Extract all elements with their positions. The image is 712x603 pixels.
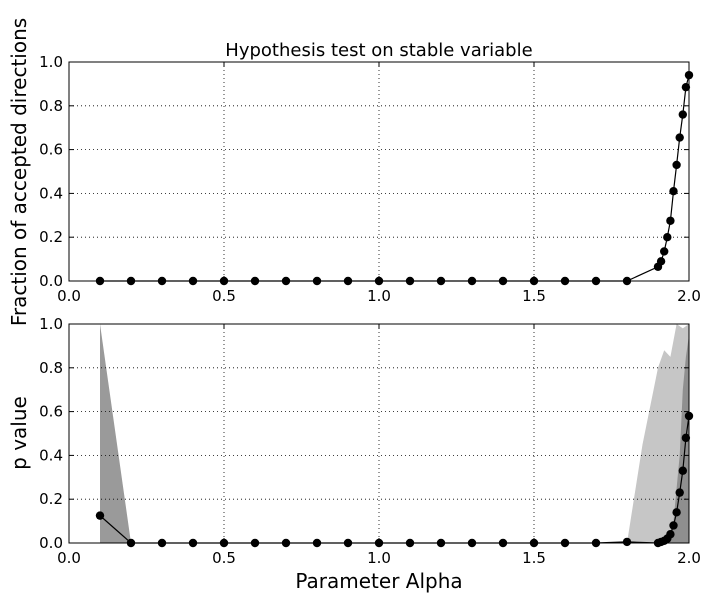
bottom-band-1 (100, 324, 131, 543)
bottom-data-point (672, 508, 681, 517)
top-series-line (100, 74, 690, 282)
top-data-point (666, 216, 675, 225)
top-y-tick-label: 0.4 (39, 184, 63, 202)
bottom-x-tick-label: 2.0 (677, 549, 701, 567)
bottom-chart-panel: 0.0 0.5 1.0 1.5 2.0 0.0 0.2 0.4 0.6 0.8 1.0 (39, 315, 701, 567)
top-x-tick-label: 0.0 (57, 287, 81, 305)
bottom-y-tick-label: 0.8 (39, 359, 63, 377)
top-data-point (681, 82, 691, 92)
top-data-point (656, 257, 666, 266)
top-data-point (675, 133, 684, 142)
bottom-y-tick-label: 1.0 (39, 315, 63, 333)
bottom-y-axis-label: p value (7, 396, 31, 470)
bottom-data-point (622, 537, 632, 547)
bottom-y-tick-label: 0.6 (39, 403, 63, 421)
bottom-band-0 (627, 324, 689, 543)
bottom-data-point (666, 530, 675, 539)
bottom-data-point (95, 511, 105, 520)
top-y-tick-label: 0.6 (39, 141, 63, 159)
top-y-tick-label: 0.0 (39, 272, 63, 290)
bottom-x-tick-label: 0.0 (57, 549, 81, 567)
top-x-tick-label: 1.5 (522, 287, 546, 305)
top-x-tick-label: 1.0 (367, 287, 391, 305)
top-x-tick-label: 2.0 (677, 287, 701, 305)
bottom-data-point (669, 521, 678, 530)
bottom-y-tick-label: 0.2 (39, 490, 63, 508)
top-chart-panel: 0.0 0.5 1.0 1.5 2.0 0.0 0.2 0.4 0.6 0.8 1.0 (39, 53, 701, 305)
bottom-data-point (675, 488, 684, 497)
bottom-series-line (99, 415, 690, 544)
bottom-x-tick-label: 1.5 (522, 549, 546, 567)
top-y-axis-label: Fraction of accepted directions (7, 18, 31, 326)
top-data-point (672, 160, 681, 170)
top-data-point (678, 110, 687, 119)
bottom-x-tick-label: 0.5 (212, 549, 236, 567)
top-y-tick-label: 1.0 (39, 53, 63, 71)
bottom-x-tick-label: 1.0 (367, 549, 391, 567)
top-data-point (669, 187, 678, 196)
bottom-data-point (678, 466, 687, 475)
bottom-x-axis-label: Parameter Alpha (295, 569, 462, 593)
top-data-point (660, 247, 669, 256)
top-y-tick-label: 0.8 (39, 97, 63, 115)
top-y-tick-label: 0.2 (39, 228, 63, 246)
bottom-band-2 (667, 334, 689, 543)
top-data-point (663, 233, 672, 242)
top-chart-title: Hypothesis test on stable variable (225, 40, 532, 61)
bottom-y-tick-label: 0.0 (39, 534, 63, 552)
bottom-y-tick-label: 0.4 (39, 446, 63, 464)
bottom-data-point (681, 433, 691, 443)
top-x-tick-label: 0.5 (212, 287, 236, 305)
